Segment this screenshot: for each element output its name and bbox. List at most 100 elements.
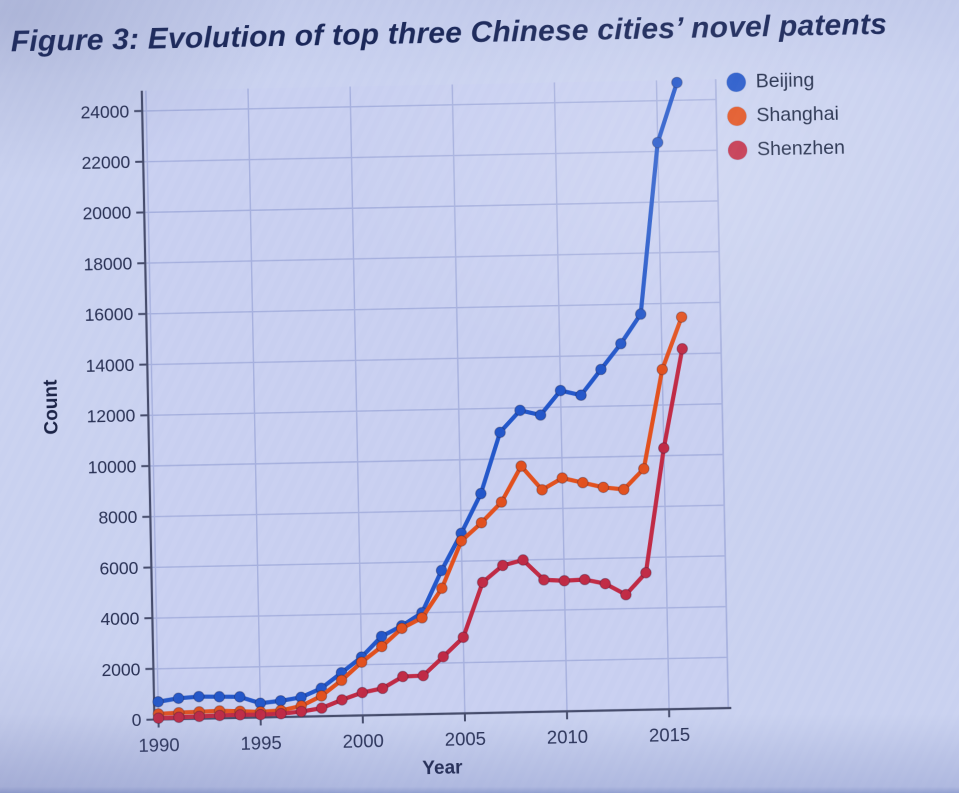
data-point-shanghai	[375, 640, 388, 653]
data-point-shenzhen	[275, 707, 287, 720]
y-gridline	[148, 403, 723, 416]
data-point-shanghai	[455, 535, 468, 547]
x-gridline	[145, 90, 160, 720]
data-point-shenzhen	[578, 573, 591, 586]
x-gridline	[553, 82, 568, 712]
x-tick-label: 2015	[649, 724, 691, 746]
chart-area: 0 2000 4000 6000 8000 10000 12000 14000 16000 180…	[0, 60, 959, 793]
data-point-beijing	[475, 487, 487, 500]
y-tick-label: 12000	[86, 406, 135, 427]
y-tick-label: 20000	[82, 203, 131, 224]
y-gridline	[142, 98, 717, 112]
data-point-shanghai	[416, 612, 428, 624]
y-gridline	[146, 301, 721, 315]
data-point-shenzhen	[254, 708, 267, 721]
data-point-shenzhen	[376, 682, 389, 695]
data-point-shanghai	[638, 462, 650, 475]
data-point-beijing	[514, 404, 526, 417]
y-tick-label: 24000	[80, 101, 129, 122]
data-point-beijing	[494, 426, 506, 439]
y-gridline	[147, 352, 722, 366]
data-point-beijing	[595, 363, 607, 376]
data-point-shanghai	[618, 483, 630, 496]
y-gridline	[150, 504, 725, 518]
data-point-shanghai	[515, 460, 527, 472]
y-gridline	[143, 149, 718, 163]
data-point-shenzhen	[599, 577, 612, 590]
plot-background	[141, 79, 729, 720]
y-gridline	[145, 250, 720, 264]
data-point-shenzhen	[417, 669, 430, 682]
data-point-shenzhen	[558, 574, 571, 587]
x-tick-label: 2010	[547, 726, 589, 748]
data-point-shanghai	[396, 622, 408, 635]
x-tick-label: 2000	[342, 730, 384, 752]
legend-label: Shanghai	[756, 102, 840, 127]
data-point-shenzhen	[676, 342, 689, 355]
y-tick-label: 18000	[83, 253, 132, 274]
data-point-shenzhen	[152, 712, 165, 725]
data-point-beijing	[615, 337, 627, 350]
data-point-shenzhen	[517, 554, 529, 566]
data-point-shenzhen	[476, 576, 489, 589]
data-point-shenzhen	[397, 670, 409, 683]
legend-label: Shenzhen	[756, 136, 846, 161]
data-point-shanghai	[436, 582, 448, 595]
data-point-beijing	[233, 691, 246, 703]
data-point-beijing	[651, 136, 664, 149]
data-point-shenzhen	[336, 694, 348, 706]
y-tick-label: 16000	[84, 304, 133, 325]
data-point-shanghai	[495, 496, 508, 508]
data-point-beijing	[634, 308, 647, 320]
legend-item-shenzhen: Shenzhen	[727, 136, 846, 162]
x-tick-label: 1995	[240, 732, 282, 754]
y-tick-label: 4000	[100, 608, 140, 629]
shenzhen-dot-icon	[727, 140, 748, 160]
x-tick-label: 1990	[138, 734, 180, 756]
chart-legend: Beijing Shanghai Shenzhen	[726, 69, 846, 162]
data-point-shenzhen	[437, 650, 450, 663]
y-gridline	[153, 656, 728, 670]
data-point-shanghai	[577, 476, 589, 489]
x-gridline	[655, 80, 670, 710]
y-tick-label: 14000	[85, 355, 134, 376]
x-axis-title: Year	[422, 757, 463, 779]
data-point-shenzhen	[538, 574, 550, 586]
y-tick-label: 2000	[101, 659, 141, 680]
data-point-beijing	[274, 695, 287, 707]
data-point-shenzhen	[620, 588, 632, 601]
data-point-shenzhen	[658, 442, 670, 454]
data-point-beijing	[213, 690, 226, 703]
x-axis-line	[154, 706, 732, 721]
y-gridline	[144, 200, 719, 214]
data-point-shenzhen	[173, 711, 185, 724]
y-gridline	[152, 605, 727, 619]
data-point-beijing	[152, 695, 164, 708]
x-gridline	[247, 88, 262, 718]
data-point-shanghai	[315, 690, 328, 702]
data-point-beijing	[435, 564, 448, 577]
legend-item-shanghai: Shanghai	[727, 103, 844, 128]
data-point-shanghai	[475, 516, 488, 529]
data-point-beijing	[375, 630, 388, 643]
shanghai-dot-icon	[727, 106, 747, 126]
data-point-shenzhen	[496, 559, 509, 572]
data-point-beijing	[534, 409, 547, 421]
beijing-dot-icon	[726, 72, 746, 92]
y-axis-line	[140, 90, 156, 720]
data-point-beijing	[554, 384, 567, 397]
legend-item-beijing: Beijing	[726, 69, 844, 94]
y-gridline	[151, 555, 726, 569]
data-point-shanghai	[675, 311, 688, 323]
data-point-shanghai	[335, 674, 348, 687]
data-point-shenzhen	[295, 705, 308, 718]
data-point-beijing	[193, 690, 205, 703]
data-point-shenzhen	[213, 709, 226, 722]
y-tick-label: 10000	[87, 456, 136, 477]
data-point-beijing	[172, 692, 185, 705]
y-tick-label: 8000	[98, 507, 138, 528]
y-gridline	[149, 453, 724, 467]
data-point-shanghai	[536, 484, 548, 496]
data-point-shenzhen	[193, 710, 206, 723]
